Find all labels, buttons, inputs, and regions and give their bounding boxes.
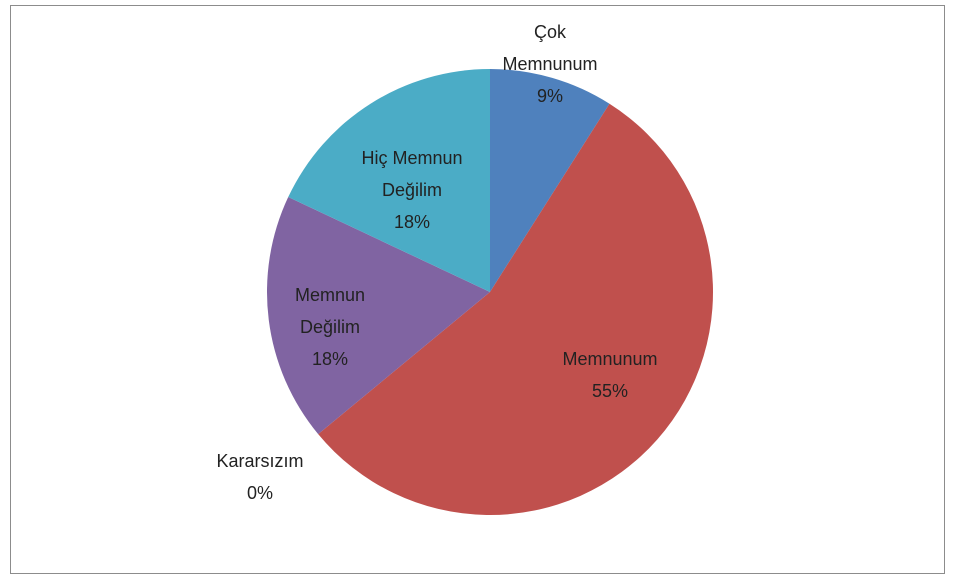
slice-label: Hiç Memnun Değilim: [361, 148, 462, 200]
pie-slice: [490, 69, 610, 292]
label-line: Değilim: [382, 180, 442, 200]
slice-label: Kararsızım: [216, 451, 303, 471]
label-line: Hiç Memnun: [361, 148, 462, 168]
slice-value-label: 55%: [592, 381, 628, 401]
pie-slice: [288, 69, 490, 292]
label-line: Memnunum: [562, 349, 657, 369]
slice-value-label: 9%: [537, 86, 563, 106]
pie-slice: [318, 103, 713, 516]
slice-value-label: 18%: [312, 349, 348, 369]
label-line: Memnunum: [502, 54, 597, 74]
slice-value-label: 18%: [394, 212, 430, 232]
pie-slice: [267, 197, 490, 435]
label-line: Memnun: [295, 285, 365, 305]
label-line: Değilim: [300, 317, 360, 337]
slice-value-label: 0%: [247, 483, 273, 503]
slice-label: Çok Memnunum: [502, 22, 597, 74]
slice-label: Memnun Değilim: [295, 285, 365, 337]
slice-label: Memnunum: [562, 349, 657, 369]
label-line: Kararsızım: [216, 451, 303, 471]
label-line: Çok: [534, 22, 567, 42]
